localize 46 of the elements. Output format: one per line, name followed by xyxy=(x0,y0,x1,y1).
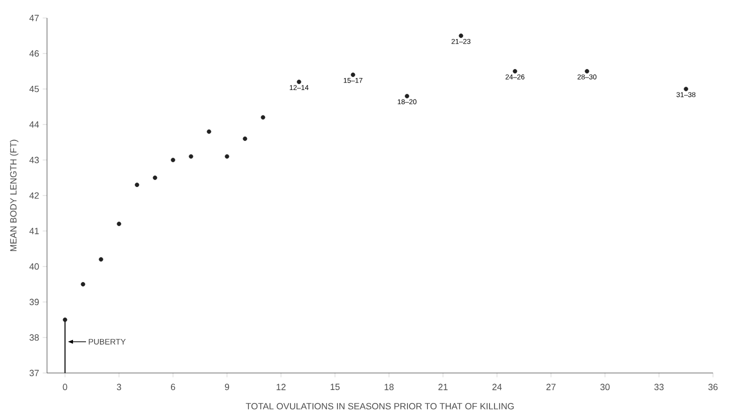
annotation: PUBERTY xyxy=(88,338,126,345)
point xyxy=(98,257,104,262)
y-tick-label: 46 xyxy=(29,50,39,57)
y-tick-label: 41 xyxy=(29,228,39,234)
x-tick-label: 15 xyxy=(330,384,340,390)
point xyxy=(684,86,688,92)
y-tick-label: 44 xyxy=(29,121,39,128)
x-tick-label: 9 xyxy=(224,384,230,390)
point xyxy=(242,136,248,141)
x-tick-label: 18 xyxy=(384,384,394,390)
x-tick-label: 27 xyxy=(546,384,556,390)
point xyxy=(116,222,122,226)
y-axis-title: MEAN BODY LENGTH (FT) xyxy=(10,140,18,252)
x-tick-label: 0 xyxy=(62,384,68,390)
point xyxy=(584,69,590,74)
point xyxy=(188,154,194,159)
point xyxy=(296,80,302,84)
point xyxy=(260,115,266,120)
y-tick-label: 39 xyxy=(30,298,39,306)
y-tick-label: 47 xyxy=(29,14,39,22)
point xyxy=(62,318,68,322)
y-tick-label: 45 xyxy=(29,86,39,92)
point xyxy=(206,129,212,134)
y-tick-label: 42 xyxy=(29,192,39,199)
point xyxy=(80,282,86,286)
point xyxy=(170,158,176,162)
x-tick-label: 6 xyxy=(170,384,176,390)
x-tick-label: 12 xyxy=(276,384,286,390)
y-tick-label: 43 xyxy=(29,156,39,164)
point xyxy=(512,69,518,74)
point xyxy=(134,182,140,188)
point xyxy=(224,154,230,159)
point xyxy=(458,34,464,38)
y-tick-label: 40 xyxy=(29,263,39,270)
y-tick-label: 38 xyxy=(30,334,39,341)
x-tick-label: 33 xyxy=(654,384,664,390)
y-tick-label: 37 xyxy=(30,370,39,376)
point xyxy=(152,176,158,180)
x-axis-title: TOTAL OVULATIONS IN SEASONS PRIOR TO THAT OF KILLING xyxy=(246,403,514,410)
point xyxy=(350,72,356,77)
point xyxy=(404,94,410,98)
x-tick-label: 3 xyxy=(116,384,122,390)
x-tick-label: 21 xyxy=(438,384,448,390)
x-tick-label: 30 xyxy=(600,384,610,390)
x-tick-label: 24 xyxy=(492,384,502,390)
x-tick-label: 36 xyxy=(708,384,718,390)
